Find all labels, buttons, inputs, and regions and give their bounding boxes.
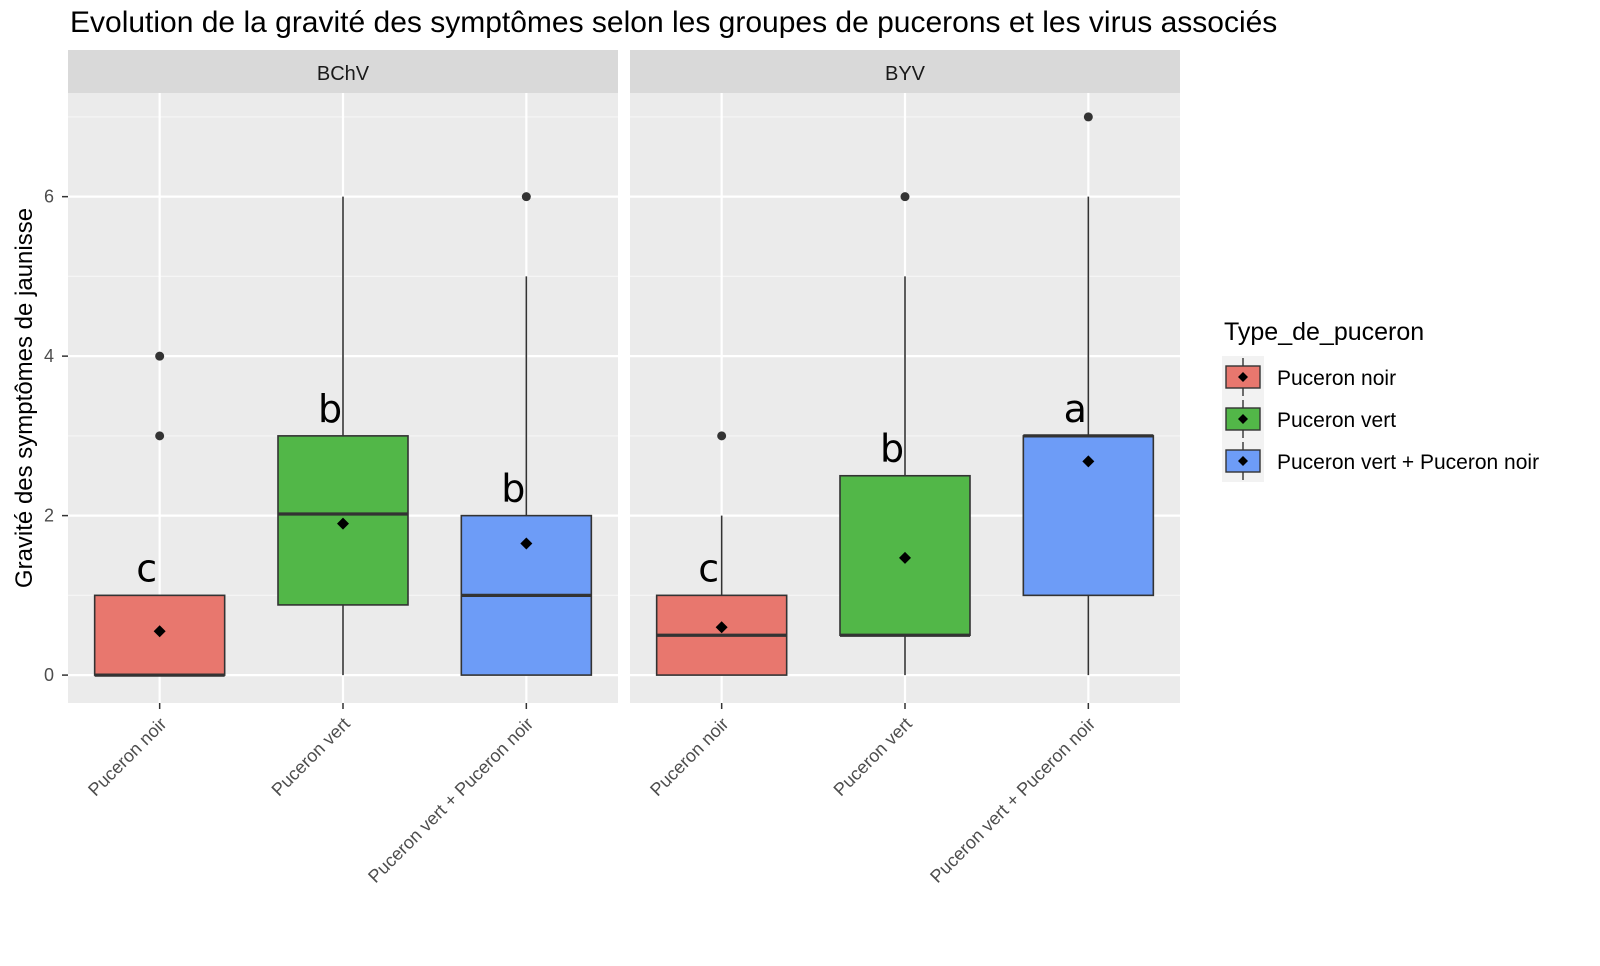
box-bchv-2: b bbox=[277, 196, 409, 676]
facet-strip-label: BYV bbox=[885, 63, 926, 85]
box-bchv-3: b bbox=[460, 192, 593, 676]
y-tick-label: 4 bbox=[44, 346, 54, 366]
significance-letter: b bbox=[880, 427, 904, 471]
legend-title: Type_de_puceron bbox=[1224, 318, 1424, 346]
legend-key-mean bbox=[1238, 456, 1248, 466]
mean-point bbox=[337, 517, 349, 530]
legend-item: Puceron vert bbox=[1222, 398, 1396, 440]
outlier-point bbox=[521, 192, 531, 202]
legend-label: Puceron noir bbox=[1277, 367, 1396, 390]
facet-strip bbox=[68, 50, 618, 93]
mean-point bbox=[153, 625, 166, 638]
y-tick-label: 6 bbox=[44, 187, 54, 207]
legend-label: Puceron vert + Puceron noir bbox=[1277, 451, 1539, 474]
x-tick-label: Puceron noir bbox=[646, 714, 732, 800]
significance-letter: c bbox=[698, 546, 719, 590]
facet-strip bbox=[630, 50, 1180, 93]
mean-point bbox=[899, 551, 911, 564]
outlier-point bbox=[155, 431, 165, 441]
outlier-point bbox=[900, 192, 910, 202]
mean-point bbox=[715, 621, 728, 634]
y-axis-title: Gravité des symptômes de jaunisse bbox=[11, 208, 38, 588]
legend-item: Puceron noir bbox=[1222, 356, 1396, 398]
box-byv-1: c bbox=[655, 431, 788, 676]
chart-title: Evolution de la gravité des symptômes se… bbox=[70, 6, 1277, 39]
mean-point bbox=[520, 537, 533, 550]
outlier-point bbox=[717, 431, 727, 441]
panel-bchv: BChV 0 2 4 6 Puceron noir Puceron vert Puceron … bbox=[44, 50, 618, 887]
legend-label: Puceron vert bbox=[1277, 409, 1396, 432]
x-tick-label: Puceron vert + Puceron noir bbox=[926, 714, 1099, 887]
x-tick-label: Puceron vert + Puceron noir bbox=[364, 714, 537, 887]
x-tick-label: Puceron noir bbox=[84, 714, 170, 800]
outlier-point bbox=[1083, 112, 1093, 122]
box-byv-3: a bbox=[1022, 112, 1155, 676]
box-bchv-1: c bbox=[93, 351, 226, 677]
significance-letter: c bbox=[136, 546, 157, 590]
y-tick-label: 2 bbox=[44, 506, 54, 526]
legend-item: Puceron vert + Puceron noir bbox=[1222, 440, 1539, 482]
legend-key-mean bbox=[1238, 414, 1248, 424]
legend: Type_de_puceron Puceron noir Puceron vert P… bbox=[1222, 318, 1539, 482]
x-tick-label: Puceron vert bbox=[830, 714, 916, 800]
panel-byv: BYV Puceron noir Puceron vert Puceron vert … bbox=[630, 50, 1180, 887]
significance-letter: b bbox=[318, 387, 342, 431]
outlier-point bbox=[155, 351, 165, 361]
mean-point bbox=[1082, 455, 1095, 468]
box-byv-2: b bbox=[839, 192, 971, 676]
y-tick-label: 0 bbox=[44, 665, 54, 685]
legend-key-mean bbox=[1238, 372, 1248, 382]
facet-strip-label: BChV bbox=[317, 63, 370, 85]
significance-letter: b bbox=[501, 467, 525, 511]
significance-letter: a bbox=[1064, 387, 1087, 431]
x-tick-label: Puceron vert bbox=[268, 714, 354, 800]
